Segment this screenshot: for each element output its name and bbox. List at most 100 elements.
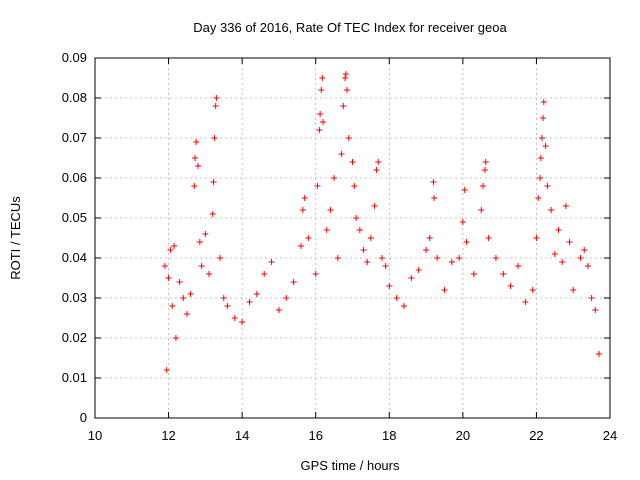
x-tick-label: 22 [529,428,543,443]
data-point [463,239,470,245]
data-point [481,167,488,173]
data-point [367,235,374,241]
data-point [559,259,566,265]
x-tick-label: 24 [603,428,617,443]
data-point [538,135,545,141]
data-point [349,159,356,165]
plot-frame [94,57,611,419]
data-point [562,203,569,209]
data-point [323,227,330,233]
data-point [515,263,522,269]
data-point [588,295,595,301]
data-point [570,287,577,293]
data-point [191,183,198,189]
data-point [192,155,199,161]
data-point [217,255,224,261]
data-point [386,283,393,289]
grid-lines [95,58,610,418]
data-point [415,267,422,273]
data-point [482,159,489,165]
data-point [183,311,190,317]
data-point [423,247,430,253]
data-point [327,207,334,213]
data-point [290,279,297,285]
data-point [246,299,253,305]
data-point [592,307,599,313]
y-tick-label: 0.08 [62,90,87,105]
data-point [441,287,448,293]
data-point [356,227,363,233]
data-point [167,247,174,253]
data-point [351,183,358,189]
data-point [220,295,227,301]
data-point [317,111,324,117]
y-tick-label: 0.06 [62,170,87,185]
data-point [382,263,389,269]
data-point [393,295,400,301]
x-tick-label: 14 [235,428,249,443]
y-tick-label: 0.03 [62,290,87,305]
data-point [461,187,468,193]
data-point [401,303,407,309]
data-point [537,175,544,181]
data-point [535,195,542,201]
data-point [319,75,326,81]
data-point [343,87,350,93]
data-point [448,259,455,265]
data-point [408,275,415,281]
data-point [345,135,352,141]
data-point [261,271,268,277]
data-point [537,155,544,161]
chart-title: Day 336 of 2016, Rate Of TEC Index for r… [193,20,507,35]
data-point [239,319,246,325]
data-point [180,295,187,301]
data-point [373,167,380,173]
data-point [187,291,194,297]
x-tick-label: 10 [88,428,102,443]
data-point [581,247,588,253]
data-point [456,255,463,261]
data-point [331,175,338,181]
data-point [485,235,492,241]
data-point [305,235,312,241]
data-point [500,271,507,277]
data-point [595,351,602,357]
x-tick-label: 12 [161,428,175,443]
data-point [360,247,367,253]
x-axis-label: GPS time / hours [301,458,400,473]
data-point [316,127,323,133]
data-point [364,259,371,265]
data-point [195,163,201,169]
y-tick-label: 0.09 [62,50,87,65]
data-point [342,75,349,81]
data-point [301,195,308,201]
data-point [584,263,591,269]
data-point [206,271,213,277]
data-point [340,103,347,109]
data-point [198,263,205,269]
data-point [430,179,437,185]
data-point [283,295,290,301]
data-point [342,71,349,77]
y-tick-label: 0.02 [62,330,87,345]
data-point [459,219,466,225]
data-point [171,243,178,249]
data-point [193,139,200,145]
y-tick-label: 0.05 [62,210,87,225]
data-point [529,287,536,293]
x-tick-label: 18 [382,428,396,443]
data-point [548,207,555,213]
data-point [577,255,584,261]
data-point [299,207,306,213]
data-point [507,283,514,289]
data-point [522,299,529,305]
axis-ticks: 10 12 14 16 18 20 22 24 0 0.01 0.02 0.03 0.04 0.05 0.0… [62,50,618,443]
data-point [480,183,487,189]
y-axis-label: ROTI / TECUs [8,196,23,280]
data-point [314,183,321,189]
data-point [492,255,499,261]
y-tick-label: 0 [80,410,87,425]
data-point [213,95,220,101]
data-point [478,207,485,213]
